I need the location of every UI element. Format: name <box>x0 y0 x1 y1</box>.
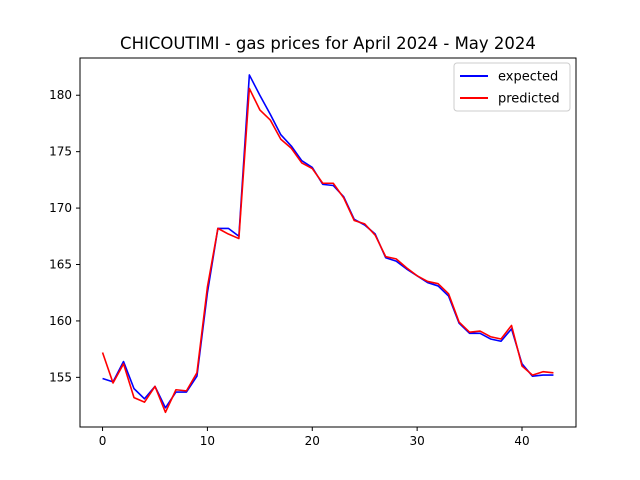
x-tick-label: 40 <box>514 434 529 448</box>
legend-label-expected: expected <box>498 70 558 85</box>
x-tick-label: 30 <box>409 434 424 448</box>
series-line-expected <box>102 74 554 409</box>
legend-label-predicted: predicted <box>498 92 560 107</box>
x-tick-label: 0 <box>99 434 107 448</box>
y-tick-label: 180 <box>49 88 72 102</box>
chart-title: CHICOUTIMI - gas prices for April 2024 -… <box>120 34 536 53</box>
plot-area <box>80 58 576 427</box>
y-tick-label: 160 <box>49 314 72 328</box>
y-tick-label: 155 <box>49 370 72 384</box>
y-tick-label: 165 <box>49 258 72 272</box>
legend: expected predicted <box>453 62 571 112</box>
y-tick-label: 170 <box>49 201 72 215</box>
series-layer <box>101 74 554 414</box>
series-line-predicted <box>101 87 554 414</box>
y-tick-label: 175 <box>49 145 72 159</box>
y-axis-ticks: 155 160 165 170 175 180 <box>49 88 80 384</box>
x-tick-label: 10 <box>200 434 215 448</box>
x-tick-label: 20 <box>305 434 320 448</box>
x-axis-ticks: 0 10 20 30 40 <box>99 427 530 448</box>
series-predicted <box>101 87 554 414</box>
plot-frame <box>79 57 577 428</box>
